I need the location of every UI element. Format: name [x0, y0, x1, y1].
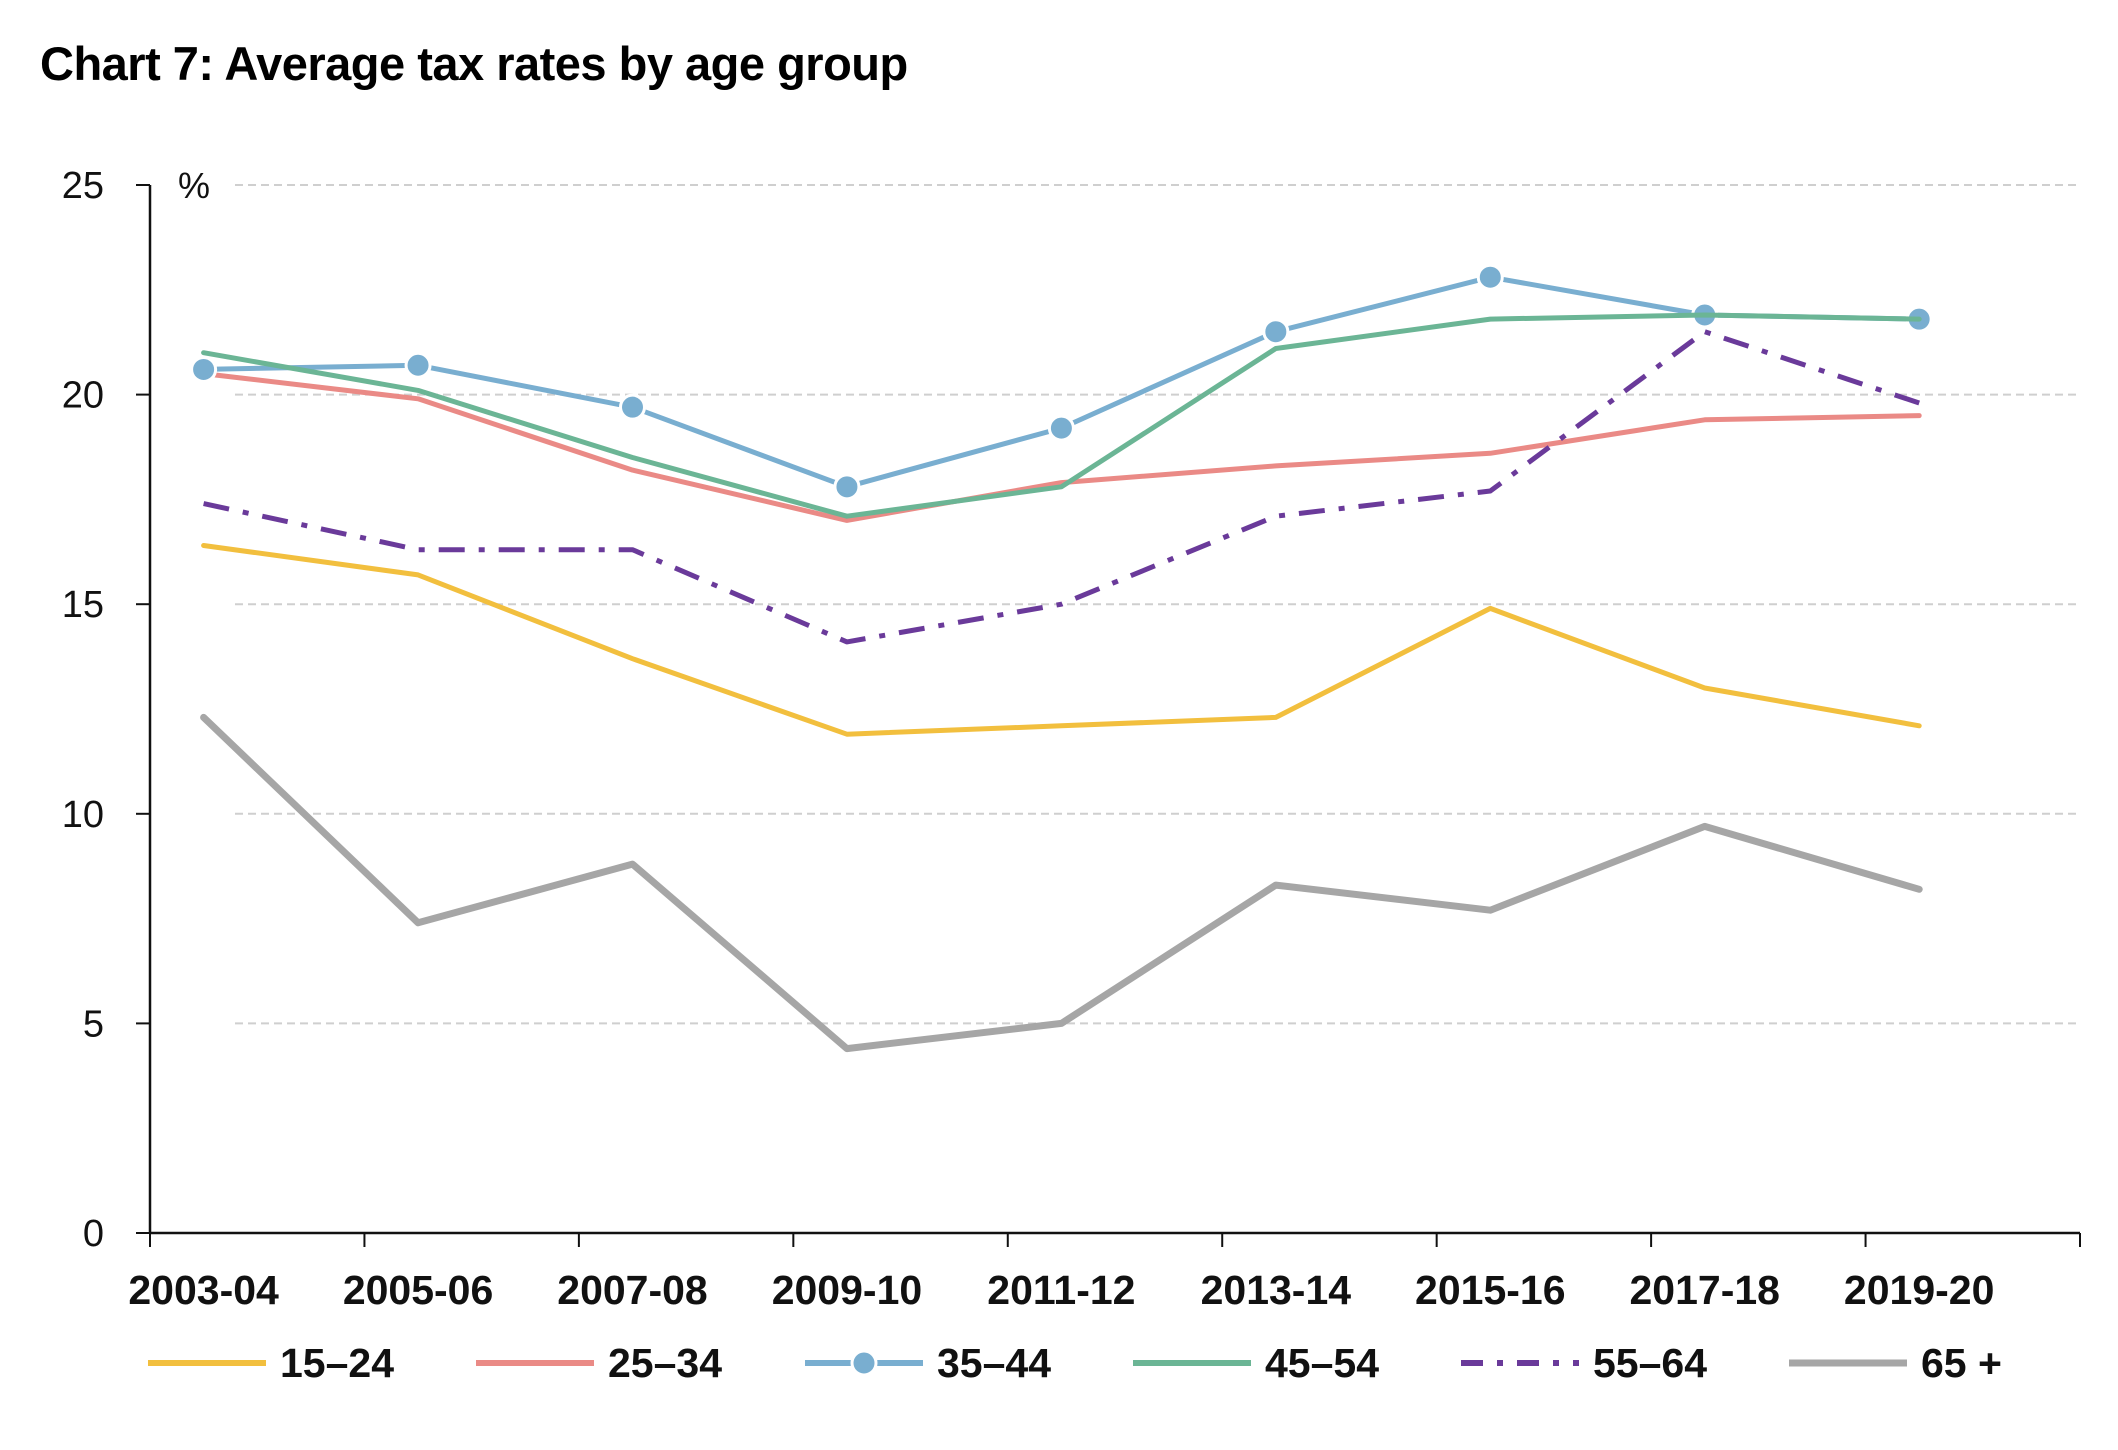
data-point: [1047, 414, 1075, 442]
series-25–34: [201, 371, 1922, 523]
axes: % 0 5 10 15 20 25 2003-04 2005-06 2007-08 2009-10…: [62, 165, 2081, 1313]
y-tick-label: 25: [62, 165, 104, 207]
legend-label: 45–54: [1265, 1340, 1379, 1386]
series-line: [201, 543, 1922, 737]
legend-label: 65 +: [1921, 1340, 2002, 1386]
legend-label: 25–34: [608, 1340, 722, 1386]
y-tick-label: 15: [62, 584, 104, 626]
x-tick-label: 2013-14: [1201, 1267, 1352, 1313]
legend-item: 65 +: [1789, 1340, 2002, 1386]
x-tick-label: 2003-04: [128, 1267, 279, 1313]
series-line: [200, 713, 1923, 1053]
x-tick-label: 2019-20: [1844, 1267, 1994, 1313]
data-point: [833, 473, 861, 501]
series-65 +: [200, 713, 1923, 1053]
series-line: [201, 371, 1922, 523]
series-15–24: [201, 543, 1922, 737]
series-line: [201, 274, 1922, 490]
chart-title: Chart 7: Average tax rates by age group: [40, 37, 908, 90]
data-point: [1476, 263, 1504, 291]
legend-label: 35–44: [937, 1340, 1051, 1386]
legend-marker: [850, 1349, 878, 1377]
legend-item: 35–44: [805, 1340, 1051, 1386]
y-tick-label: 5: [83, 1003, 104, 1045]
legend-label: 15–24: [280, 1340, 394, 1386]
x-tick-label: 2015-16: [1415, 1267, 1565, 1313]
data-point: [619, 393, 646, 421]
data-point: [190, 355, 218, 383]
legend: 15–24 25–34 35–44 45–54 55–64 65 +: [148, 1340, 2002, 1386]
data-point: [404, 351, 432, 379]
series-lines: [190, 263, 1933, 1053]
x-tick-label: 2007-08: [557, 1267, 707, 1313]
legend-label: 55–64: [1593, 1340, 1707, 1386]
series-line: [203, 329, 1920, 645]
legend-item: 25–34: [476, 1340, 722, 1386]
y-tick-label: 20: [62, 375, 104, 417]
series-line: [201, 312, 1922, 519]
series-35–44: [190, 263, 1933, 501]
series-55–64: [203, 329, 1920, 645]
y-tick-label: 10: [62, 794, 104, 836]
data-point: [1262, 318, 1290, 346]
series-45–54: [201, 312, 1922, 519]
legend-item: 15–24: [148, 1340, 394, 1386]
legend-item: 55–64: [1461, 1340, 1707, 1386]
x-tick-label: 2011-12: [987, 1267, 1135, 1313]
gridlines: [235, 184, 2080, 1025]
x-tick-label: 2009-10: [772, 1267, 922, 1313]
legend-item: 45–54: [1133, 1340, 1379, 1386]
x-tick-label: 2017-18: [1629, 1267, 1779, 1313]
y-unit-label: %: [178, 165, 210, 206]
y-tick-label: 0: [83, 1213, 104, 1255]
x-tick-label: 2005-06: [343, 1267, 493, 1313]
